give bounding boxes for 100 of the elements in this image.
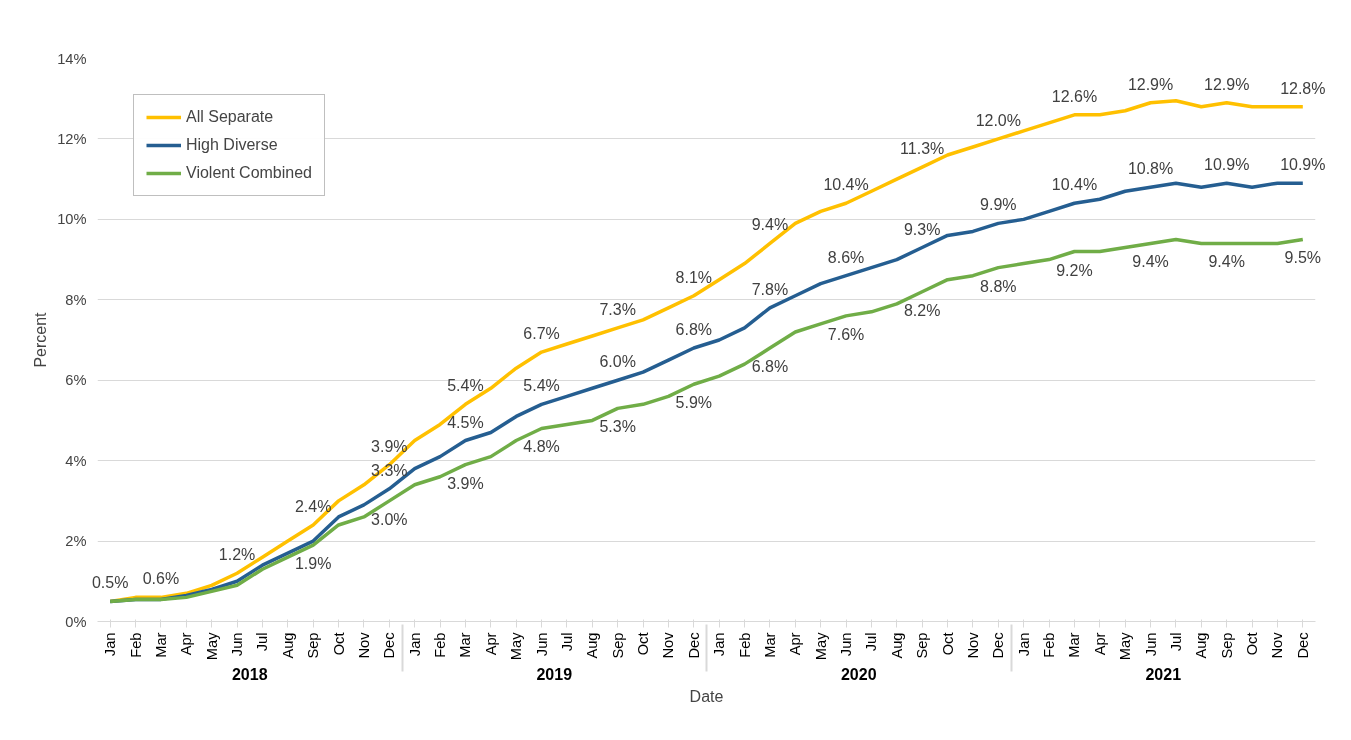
data-label: 6.7%	[523, 325, 560, 343]
data-label: 12.0%	[975, 111, 1021, 129]
y-tick-label: 4%	[65, 452, 87, 469]
data-label: 12.9%	[1127, 75, 1174, 93]
data-label: 7.6%	[827, 325, 865, 343]
y-axis-title: Percent	[32, 311, 50, 368]
x-tick-label: Nov	[1269, 631, 1286, 659]
x-tick-label: May	[812, 631, 829, 661]
x-tick-label: Jun	[838, 632, 855, 657]
data-label: 3.9%	[371, 437, 408, 455]
data-label: 3.9%	[447, 474, 484, 492]
x-tick-label: Apr	[787, 632, 804, 656]
x-tick-label: Jul	[863, 632, 880, 652]
x-tick-label: Jan	[711, 632, 728, 657]
x-tick-label: Dec	[990, 632, 1007, 659]
data-label: 10.9%	[1280, 156, 1326, 174]
data-label: 5.9%	[675, 394, 713, 412]
data-label: 4.8%	[523, 438, 560, 456]
data-label: 10.4%	[1051, 176, 1098, 194]
data-label: 4.5%	[447, 413, 484, 431]
x-tick-label: Mar	[152, 632, 169, 658]
data-label: 1.2%	[218, 546, 256, 564]
y-tick-label: 8%	[65, 291, 87, 308]
x-tick-label: Oct	[635, 632, 652, 656]
data-label: 5.4%	[523, 377, 560, 395]
x-tick-label: Dec	[1294, 632, 1311, 659]
data-label: 5.3%	[599, 418, 636, 436]
data-label: 3.0%	[371, 510, 408, 528]
x-tick-label: Jan	[102, 632, 119, 657]
x-tick-label: Oct	[1244, 632, 1261, 656]
x-tick-label: Mar	[1066, 632, 1083, 658]
data-label: 0.5%	[91, 574, 129, 592]
x-axis-title: Date	[689, 688, 724, 706]
x-tick-label: May	[508, 631, 525, 661]
data-label: 10.8%	[1127, 160, 1174, 178]
data-label: 9.4%	[1132, 253, 1169, 271]
x-tick-label: Jan	[406, 632, 423, 657]
data-label: 11.3%	[900, 140, 945, 158]
data-label: 7.3%	[599, 300, 636, 318]
data-label: 6.0%	[599, 353, 636, 371]
data-label: 9.3%	[903, 220, 941, 238]
legend-label: Violent Combined	[186, 164, 313, 182]
text: 2020	[840, 666, 877, 684]
x-tick-label: Aug	[1193, 632, 1210, 659]
x-tick-label: Nov	[355, 631, 372, 659]
x-tick-label: Mar	[761, 632, 778, 658]
x-tick-label: Feb	[432, 632, 449, 658]
data-label: 12.8%	[1280, 79, 1326, 97]
x-tick-label: Feb	[1041, 632, 1058, 658]
x-tick-label: Nov	[964, 631, 981, 659]
data-label: 10.9%	[1204, 156, 1250, 174]
data-label: 0.6%	[142, 570, 180, 588]
data-label: 6.8%	[675, 321, 713, 339]
x-tick-label: Apr	[1091, 632, 1108, 656]
x-tick-label: Oct	[330, 632, 347, 656]
x-tick-label: Jul	[254, 632, 271, 652]
y-tick-label: 6%	[65, 372, 87, 389]
x-tick-label: Feb	[127, 632, 144, 658]
data-label: 2.4%	[294, 497, 332, 515]
data-label: 12.9%	[1204, 75, 1250, 93]
data-label: 9.9%	[980, 196, 1017, 214]
y-tick-label: 14%	[57, 50, 87, 67]
data-label: 8.6%	[827, 248, 865, 266]
x-tick-label: May	[1117, 631, 1134, 661]
x-tick-label: Feb	[736, 632, 753, 658]
x-tick-label: Dec	[685, 632, 702, 659]
y-tick-label: 12%	[57, 130, 87, 147]
data-label: 5.4%	[447, 377, 484, 395]
x-tick-label: Jun	[533, 632, 550, 657]
data-label: 9.4%	[751, 216, 789, 234]
data-label: 8.1%	[675, 268, 713, 286]
x-tick-label: Aug	[888, 632, 905, 659]
x-tick-label: Jun	[1142, 632, 1159, 657]
data-label: 8.8%	[980, 277, 1017, 295]
x-tick-label: Mar	[457, 632, 474, 658]
x-tick-label: Aug	[279, 632, 296, 659]
x-tick-label: Aug	[584, 632, 601, 659]
legend-label: High Diverse	[186, 136, 278, 154]
x-tick-label: Jun	[229, 632, 246, 657]
text: 2019	[536, 666, 573, 684]
data-label: 12.6%	[1051, 87, 1098, 105]
x-tick-label: Oct	[939, 632, 956, 656]
data-label: 1.9%	[294, 555, 332, 573]
x-tick-label: Apr	[482, 632, 499, 656]
data-label: 10.4%	[823, 176, 869, 194]
text: 2018	[231, 666, 268, 684]
y-tick-label: 0%	[65, 613, 87, 630]
data-label: 6.8%	[751, 358, 789, 376]
x-tick-label: May	[203, 631, 220, 661]
y-tick-label: 2%	[65, 533, 87, 550]
x-tick-label: Sep	[305, 632, 322, 659]
text: 2021	[1145, 666, 1182, 684]
x-tick-label: Sep	[1218, 632, 1235, 659]
x-tick-label: Dec	[381, 632, 398, 659]
x-tick-label: Nov	[660, 631, 677, 659]
x-tick-label: Jul	[1167, 632, 1184, 652]
legend-label: All Separate	[186, 108, 274, 126]
x-tick-label: Jul	[558, 632, 575, 652]
x-tick-label: Sep	[914, 632, 931, 659]
data-label: 7.8%	[751, 280, 789, 298]
